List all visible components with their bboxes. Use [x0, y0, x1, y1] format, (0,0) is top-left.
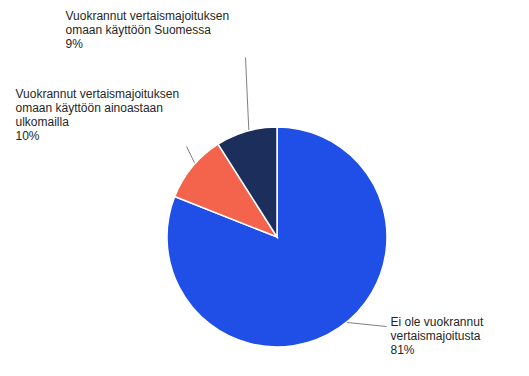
svg-text:Vuokrannut vertaismajoitukseno: Vuokrannut vertaismajoituksenomaan käytt… [16, 87, 180, 142]
svg-text:Vuokrannut vertaismajoitukseno: Vuokrannut vertaismajoituksenomaan käytt… [66, 9, 230, 51]
svg-text:Ei ole vuokrannutvertaismajoit: Ei ole vuokrannutvertaismajoitusta81% [391, 315, 484, 357]
